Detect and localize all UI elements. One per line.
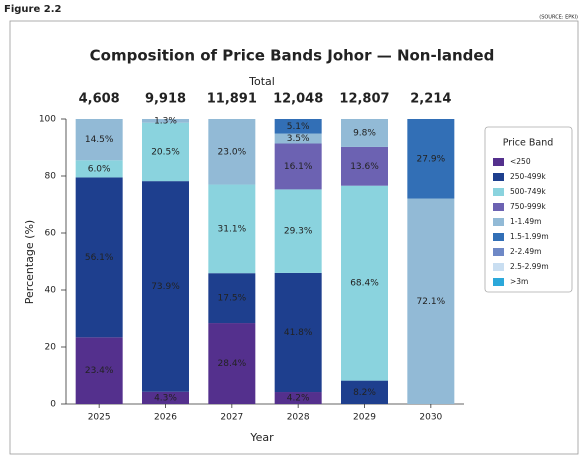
bar-segment <box>407 119 455 199</box>
x-tick-label: 2030 <box>419 413 442 423</box>
bar-segment <box>208 273 256 324</box>
bar-segment <box>75 177 123 338</box>
bar-segment <box>208 119 256 185</box>
legend-title: Price Band <box>503 138 554 149</box>
bar-segment <box>75 160 123 178</box>
y-tick-label: 20 <box>45 343 57 353</box>
data-label: 56.1% <box>85 253 114 263</box>
bar-segment <box>274 143 322 190</box>
legend-label: 750-999k <box>510 202 546 211</box>
bar-segment <box>274 272 322 393</box>
y-tick-label: 80 <box>45 172 57 182</box>
bar-segment <box>407 198 455 404</box>
data-label: 27.9% <box>417 154 446 164</box>
bar-segment <box>75 119 123 161</box>
total-label: 2,214 <box>410 92 451 107</box>
y-tick-label: 60 <box>45 229 57 239</box>
data-label: 8.2% <box>353 388 376 398</box>
data-label: 14.5% <box>85 135 114 145</box>
x-tick-label: 2028 <box>287 413 310 423</box>
bar-segment <box>274 189 322 273</box>
figure-label: Figure 2.2 <box>4 4 61 15</box>
y-tick-label: 40 <box>45 286 57 296</box>
data-label: 5.1% <box>287 122 310 132</box>
data-label: 73.9% <box>151 282 180 292</box>
legend-label: 1.5-1.99m <box>510 232 549 241</box>
legend-swatch <box>493 278 504 286</box>
legend-swatch <box>493 263 504 271</box>
legend-swatch <box>493 233 504 241</box>
total-label: 12,048 <box>273 92 323 107</box>
totals-label: Total <box>248 75 275 88</box>
x-tick-label: 2027 <box>220 413 243 423</box>
legend-swatch <box>493 203 504 211</box>
data-label: 28.4% <box>218 359 247 369</box>
bar-segment <box>142 119 189 123</box>
data-label: 23.0% <box>218 147 247 157</box>
y-axis-label: Percentage (%) <box>23 220 36 304</box>
total-label: 4,608 <box>79 92 120 107</box>
bar-segment <box>274 119 322 134</box>
bar-segment <box>142 391 189 404</box>
data-label: 3.5% <box>287 134 310 144</box>
data-label: 13.6% <box>350 162 379 172</box>
legend-swatch <box>493 218 504 226</box>
x-axis-label: Year <box>249 431 274 444</box>
legend-label: 2-2.49m <box>510 247 541 256</box>
bar-segment <box>274 133 322 144</box>
bar-segment <box>274 392 322 404</box>
data-label: 6.0% <box>88 164 111 174</box>
bar-segment <box>341 146 388 186</box>
data-label: 31.1% <box>218 224 247 234</box>
bar-segment <box>208 184 256 274</box>
data-label: 1.3% <box>154 116 177 126</box>
data-label: 68.4% <box>350 279 379 289</box>
y-tick-label: 0 <box>50 400 56 410</box>
bar-segment <box>341 380 388 404</box>
legend-box <box>484 126 573 293</box>
y-tick-label: 100 <box>39 115 56 125</box>
x-tick-label: 2025 <box>88 413 111 423</box>
legend-swatch <box>493 248 504 256</box>
bar-segment <box>142 122 189 182</box>
data-label: 72.1% <box>417 297 446 307</box>
legend-label: >3m <box>510 277 528 286</box>
data-label: 4.3% <box>154 393 177 403</box>
legend-label: 1-1.49m <box>510 217 541 226</box>
data-label: 4.2% <box>287 394 310 404</box>
bar-segment <box>341 185 388 381</box>
legend-label: 500-749k <box>510 187 546 196</box>
legend-swatch <box>493 173 504 181</box>
legend-label: 2.5-2.99m <box>510 262 549 271</box>
data-label: 16.1% <box>284 162 313 172</box>
legend-label: <250 <box>510 157 531 166</box>
total-label: 9,918 <box>145 92 186 107</box>
x-tick-label: 2029 <box>353 413 376 423</box>
data-label: 20.5% <box>151 147 180 157</box>
x-tick-label: 2026 <box>154 413 177 423</box>
data-label: 41.8% <box>284 328 313 338</box>
frame <box>9 20 579 455</box>
bar-segment <box>341 119 388 147</box>
legend-swatch <box>493 188 504 196</box>
bar-segment <box>142 181 189 392</box>
legend-swatch <box>493 158 504 166</box>
data-label: 9.8% <box>353 128 376 138</box>
data-label: 29.3% <box>284 227 313 237</box>
bar-segment <box>208 323 256 404</box>
data-label: 23.4% <box>85 366 114 376</box>
total-label: 12,807 <box>339 92 389 107</box>
legend-label: 250-499k <box>510 172 546 181</box>
source: (SOURCE: EPKI) <box>539 15 578 21</box>
total-label: 11,891 <box>207 92 257 107</box>
chart-title: Composition of Price Bands Johor — Non-l… <box>90 47 495 65</box>
data-label: 17.5% <box>218 294 247 304</box>
bar-segment <box>75 337 123 404</box>
